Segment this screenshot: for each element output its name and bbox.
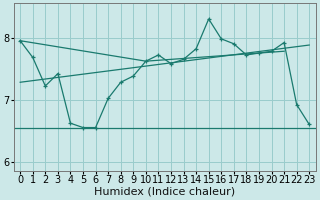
X-axis label: Humidex (Indice chaleur): Humidex (Indice chaleur): [94, 187, 235, 197]
